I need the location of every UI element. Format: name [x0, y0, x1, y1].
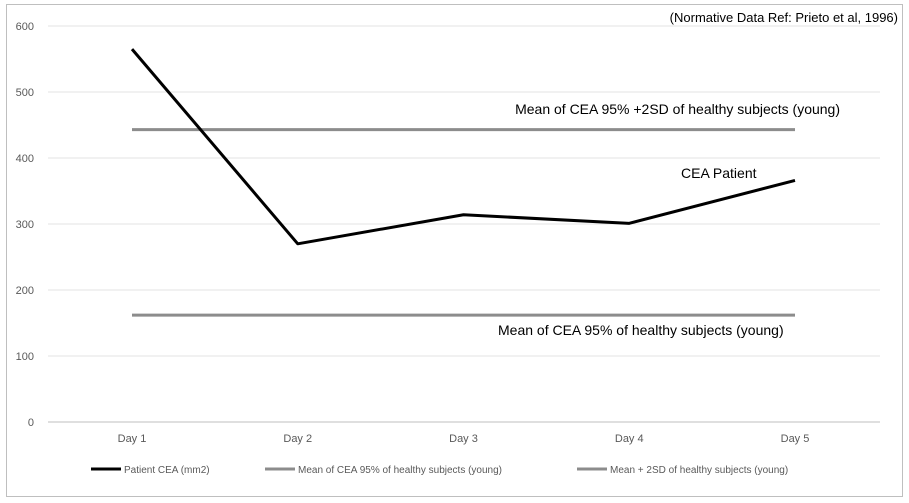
- y-tick-label: 600: [16, 21, 34, 33]
- x-tick-label: Day 3: [449, 433, 478, 445]
- patient-line-annotation: CEA Patient: [681, 165, 757, 181]
- legend: Patient CEA (mm2) Mean of CEA 95% of hea…: [91, 465, 788, 476]
- y-tick-label: 100: [16, 351, 34, 363]
- lower-line-annotation: Mean of CEA 95% of healthy subjects (you…: [498, 322, 784, 338]
- y-tick-label: 300: [16, 219, 34, 231]
- x-tick-label: Day 5: [781, 433, 810, 445]
- legend-label-mean: Mean of CEA 95% of healthy subjects (you…: [298, 465, 502, 476]
- gridlines: [48, 25, 880, 423]
- y-axis-ticks: 0 100 200 300 400 500 600: [16, 21, 34, 429]
- y-tick-label: 400: [16, 153, 34, 165]
- source-note: (Normative Data Ref: Prieto et al, 1996): [670, 10, 898, 25]
- series-line-patient-cea: [130, 48, 796, 246]
- legend-label-patient: Patient CEA (mm2): [124, 465, 210, 476]
- x-tick-label: Day 4: [615, 433, 644, 445]
- upper-line-annotation: Mean of CEA 95% +2SD of healthy subjects…: [515, 101, 840, 117]
- series-lines: [130, 48, 796, 317]
- y-tick-label: 200: [16, 285, 34, 297]
- chart-frame: [6, 4, 903, 497]
- y-tick-label: 0: [28, 417, 34, 429]
- legend-label-mean-2sd: Mean + 2SD of healthy subjects (young): [610, 465, 788, 476]
- x-tick-label: Day 1: [118, 433, 147, 445]
- x-axis-ticks: Day 1 Day 2 Day 3 Day 4 Day 5: [118, 433, 810, 445]
- y-tick-label: 500: [16, 87, 34, 99]
- x-tick-label: Day 2: [283, 433, 312, 445]
